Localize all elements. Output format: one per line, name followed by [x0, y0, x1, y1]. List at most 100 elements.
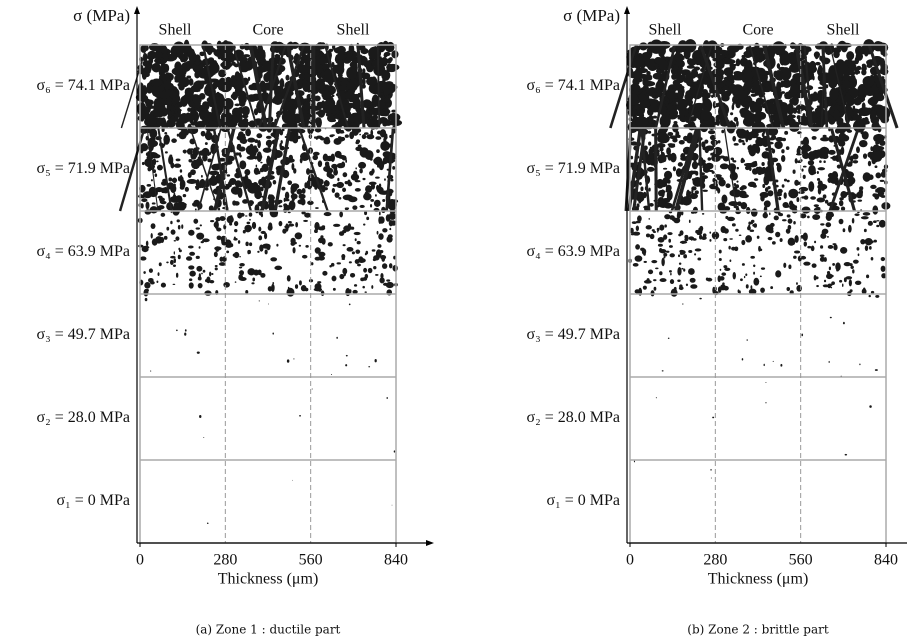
speckle [391, 109, 397, 113]
row-label: σ₅ = 71.9 MPa [37, 160, 130, 177]
speckle [378, 233, 384, 240]
speckle [260, 230, 266, 235]
speckle [252, 277, 256, 282]
speckle [262, 147, 272, 153]
speckle [817, 86, 824, 90]
speckle [249, 218, 251, 221]
speckle [141, 161, 145, 166]
speckle [242, 114, 249, 119]
speckle [811, 263, 817, 268]
speckle [794, 158, 798, 164]
streak [248, 44, 268, 129]
speckle [242, 199, 249, 204]
speckle [647, 41, 654, 51]
speckle [388, 57, 393, 62]
speckle [312, 154, 319, 161]
speckle [269, 208, 279, 218]
speckle [306, 87, 312, 93]
speckle [680, 153, 686, 160]
speckle [740, 185, 747, 190]
speckle [189, 270, 196, 277]
micrograph-texture [199, 388, 396, 453]
speckle [152, 158, 157, 166]
speckle [750, 285, 753, 290]
speckle [802, 165, 807, 168]
speckle [712, 416, 715, 419]
speckle [723, 237, 728, 242]
speckle [730, 157, 734, 161]
speckle [835, 262, 841, 271]
streak [749, 44, 774, 129]
speckle [327, 114, 335, 123]
speckle [750, 255, 755, 259]
speckle [257, 49, 265, 53]
speckle [755, 97, 764, 106]
speckle [830, 156, 835, 159]
speckle [723, 76, 733, 81]
speckle [392, 165, 396, 170]
x-tick-label: 840 [384, 552, 408, 569]
speckle [148, 277, 154, 283]
speckle [808, 181, 815, 192]
speckle [814, 53, 819, 60]
speckle [254, 189, 263, 200]
speckle [801, 196, 806, 199]
speckle [748, 221, 752, 225]
streak [213, 127, 236, 212]
speckle [754, 278, 757, 284]
row-label: σ₄ = 63.9 MPa [37, 243, 130, 260]
speckle [194, 71, 201, 79]
speckle [861, 131, 869, 140]
speckle [693, 66, 701, 71]
speckle [873, 239, 877, 243]
speckle [820, 233, 827, 239]
speckle [392, 264, 398, 272]
speckle [374, 359, 377, 363]
speckle [743, 50, 757, 57]
speckle [753, 103, 763, 114]
speckle [817, 167, 826, 171]
speckle [745, 273, 748, 276]
speckle [292, 136, 299, 144]
speckle [239, 160, 247, 170]
speckle [158, 197, 165, 202]
speckle [834, 62, 849, 76]
speckle [371, 249, 376, 252]
speckle [303, 219, 308, 222]
speckle [870, 157, 875, 160]
speckle [358, 161, 367, 169]
speckle [173, 183, 176, 187]
speckle [264, 232, 268, 240]
speckle [638, 94, 647, 101]
speckle [810, 196, 816, 200]
speckle [377, 200, 381, 206]
speckle [790, 241, 793, 244]
streak [632, 127, 647, 212]
speckle [349, 61, 358, 69]
speckle [190, 153, 194, 158]
speckle [331, 44, 336, 50]
speckle [161, 180, 168, 186]
speckle [794, 73, 801, 78]
streak [794, 44, 814, 129]
speckle [844, 171, 855, 179]
speckle [331, 61, 335, 68]
speckle [314, 127, 322, 133]
speckle [632, 263, 639, 267]
speckle [640, 107, 645, 112]
speckle [301, 78, 308, 86]
speckle [337, 58, 345, 72]
speckle [164, 131, 168, 135]
speckle [678, 262, 682, 265]
speckle [856, 146, 860, 154]
speckle [275, 93, 280, 97]
speckle [319, 56, 327, 66]
speckle [239, 138, 247, 144]
speckle [688, 236, 695, 241]
speckle [858, 139, 868, 148]
speckle [204, 142, 208, 145]
speckle [859, 186, 864, 191]
speckle [189, 251, 196, 256]
speckle [770, 286, 774, 289]
speckle [364, 291, 367, 293]
